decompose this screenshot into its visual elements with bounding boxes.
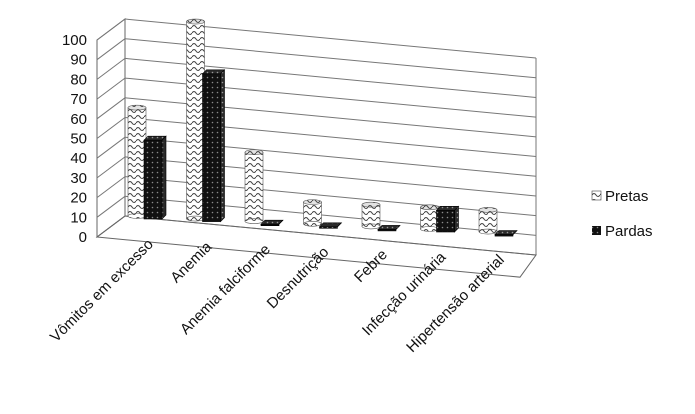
bar-pardas-0: [143, 135, 167, 220]
bar-pardas-1: [201, 69, 226, 223]
x-tick-label-4: Febre: [351, 246, 391, 286]
bar-pretas-2-body: [244, 151, 264, 222]
legend: Pretas Pardas: [591, 188, 653, 240]
bar-pretas-1: [186, 18, 205, 222]
bar-pretas-6-top: [478, 207, 498, 213]
x-tick-label-0: Vômitos em excesso: [47, 236, 157, 346]
bar-pretas-4-body: [361, 204, 381, 227]
bar-pardas-5: [435, 205, 460, 233]
bar-pardas-1-side: [220, 69, 225, 223]
bar-pretas-5-base: [420, 226, 439, 232]
bar-pretas-5-body: [420, 207, 439, 230]
bar-pretas-2-top: [244, 149, 264, 156]
bar-pretas-1-body: [186, 21, 205, 219]
legend-item-pretas: Pretas: [591, 188, 648, 205]
y-tick-label-8: 80: [70, 71, 87, 88]
bar-pretas-3-body: [303, 201, 322, 225]
y-tick-label-6: 60: [70, 111, 87, 128]
bar-pardas-5-side: [454, 205, 459, 233]
bar-pretas-6: [478, 207, 498, 235]
bar-pardas-4-side: [395, 225, 401, 230]
bar-pretas-2: [244, 149, 264, 224]
bar-pardas-5-front: [436, 210, 455, 233]
gridline-left-1: [96, 195, 126, 218]
y-tick-label-5: 50: [70, 131, 87, 148]
y-tick-label-9: 90: [70, 52, 87, 69]
gridline-left-6: [96, 97, 126, 120]
legend-swatch-pardas: [592, 226, 601, 235]
bar-pardas-2: [260, 219, 284, 226]
gridline-left-9: [96, 38, 126, 61]
bar-pretas-4-base: [361, 223, 381, 230]
bar-pardas-1-front: [202, 73, 221, 222]
bar-pardas-2-front: [260, 223, 280, 226]
bar-pretas-4: [361, 201, 381, 230]
y-tick-label-3: 30: [70, 170, 87, 187]
bar-pretas-0: [127, 104, 147, 219]
y-axis: 0 10 20 30 40 50 60 70 80 90 100: [62, 32, 87, 246]
bar-pardas-0-side: [161, 135, 167, 220]
y-tick-label-10: 100: [62, 32, 87, 49]
gridline-left-3: [96, 156, 126, 179]
bar-pardas-2-side: [278, 219, 284, 225]
floor: [95, 215, 537, 278]
bar-pardas-3-side: [337, 222, 342, 228]
x-tick-label-1: Anemia: [167, 238, 215, 286]
bar-pretas-6-body: [478, 209, 498, 232]
gridline-left-4: [96, 136, 126, 159]
legend-label-pardas: Pardas: [605, 223, 653, 240]
bar-pardas-4: [377, 225, 401, 232]
bar-pretas-0-top: [127, 104, 147, 111]
y-tick-label-0: 0: [79, 229, 87, 246]
bar-pardas-3-front: [319, 226, 338, 229]
legend-item-pardas: Pardas: [592, 223, 653, 240]
gridline-left-5: [96, 117, 126, 139]
bar-pretas-1-base: [186, 215, 205, 222]
y-tick-label-1: 10: [70, 209, 87, 226]
bar-pardas-6-side: [512, 230, 518, 235]
bar-pretas-1-top: [186, 18, 205, 25]
gridline-left-10: [96, 18, 126, 41]
bar-pretas-6-base: [478, 228, 498, 235]
bar-pretas-5: [420, 204, 439, 232]
gridline-left-2: [96, 176, 126, 199]
y-tick-label-2: 20: [70, 190, 87, 207]
bar-pretas-3-base: [303, 221, 322, 227]
gridline-left-8: [96, 58, 126, 80]
y-tick-label-4: 40: [70, 150, 87, 167]
bar-pretas-3-top: [303, 199, 322, 205]
bar-pardas-3: [318, 222, 343, 229]
legend-label-pretas: Pretas: [605, 188, 648, 205]
bar-pretas-4-top: [361, 201, 381, 208]
bars: [127, 18, 518, 237]
bar-pardas-6-front: [494, 234, 514, 237]
legend-swatch-pretas: [591, 190, 602, 201]
bar-pardas-6: [494, 230, 518, 237]
bar-pretas-3: [303, 199, 322, 227]
bar-pretas-0-body: [127, 107, 147, 217]
bar-pretas-5-top: [420, 204, 439, 211]
bar-pretas-0-base: [127, 213, 147, 219]
y-tick-label-7: 70: [70, 91, 87, 108]
gridline-left-7: [96, 77, 126, 100]
bar-pardas-0-front: [143, 139, 163, 220]
bar-pretas-2-base: [244, 218, 264, 224]
bar-pardas-4-front: [377, 229, 397, 232]
